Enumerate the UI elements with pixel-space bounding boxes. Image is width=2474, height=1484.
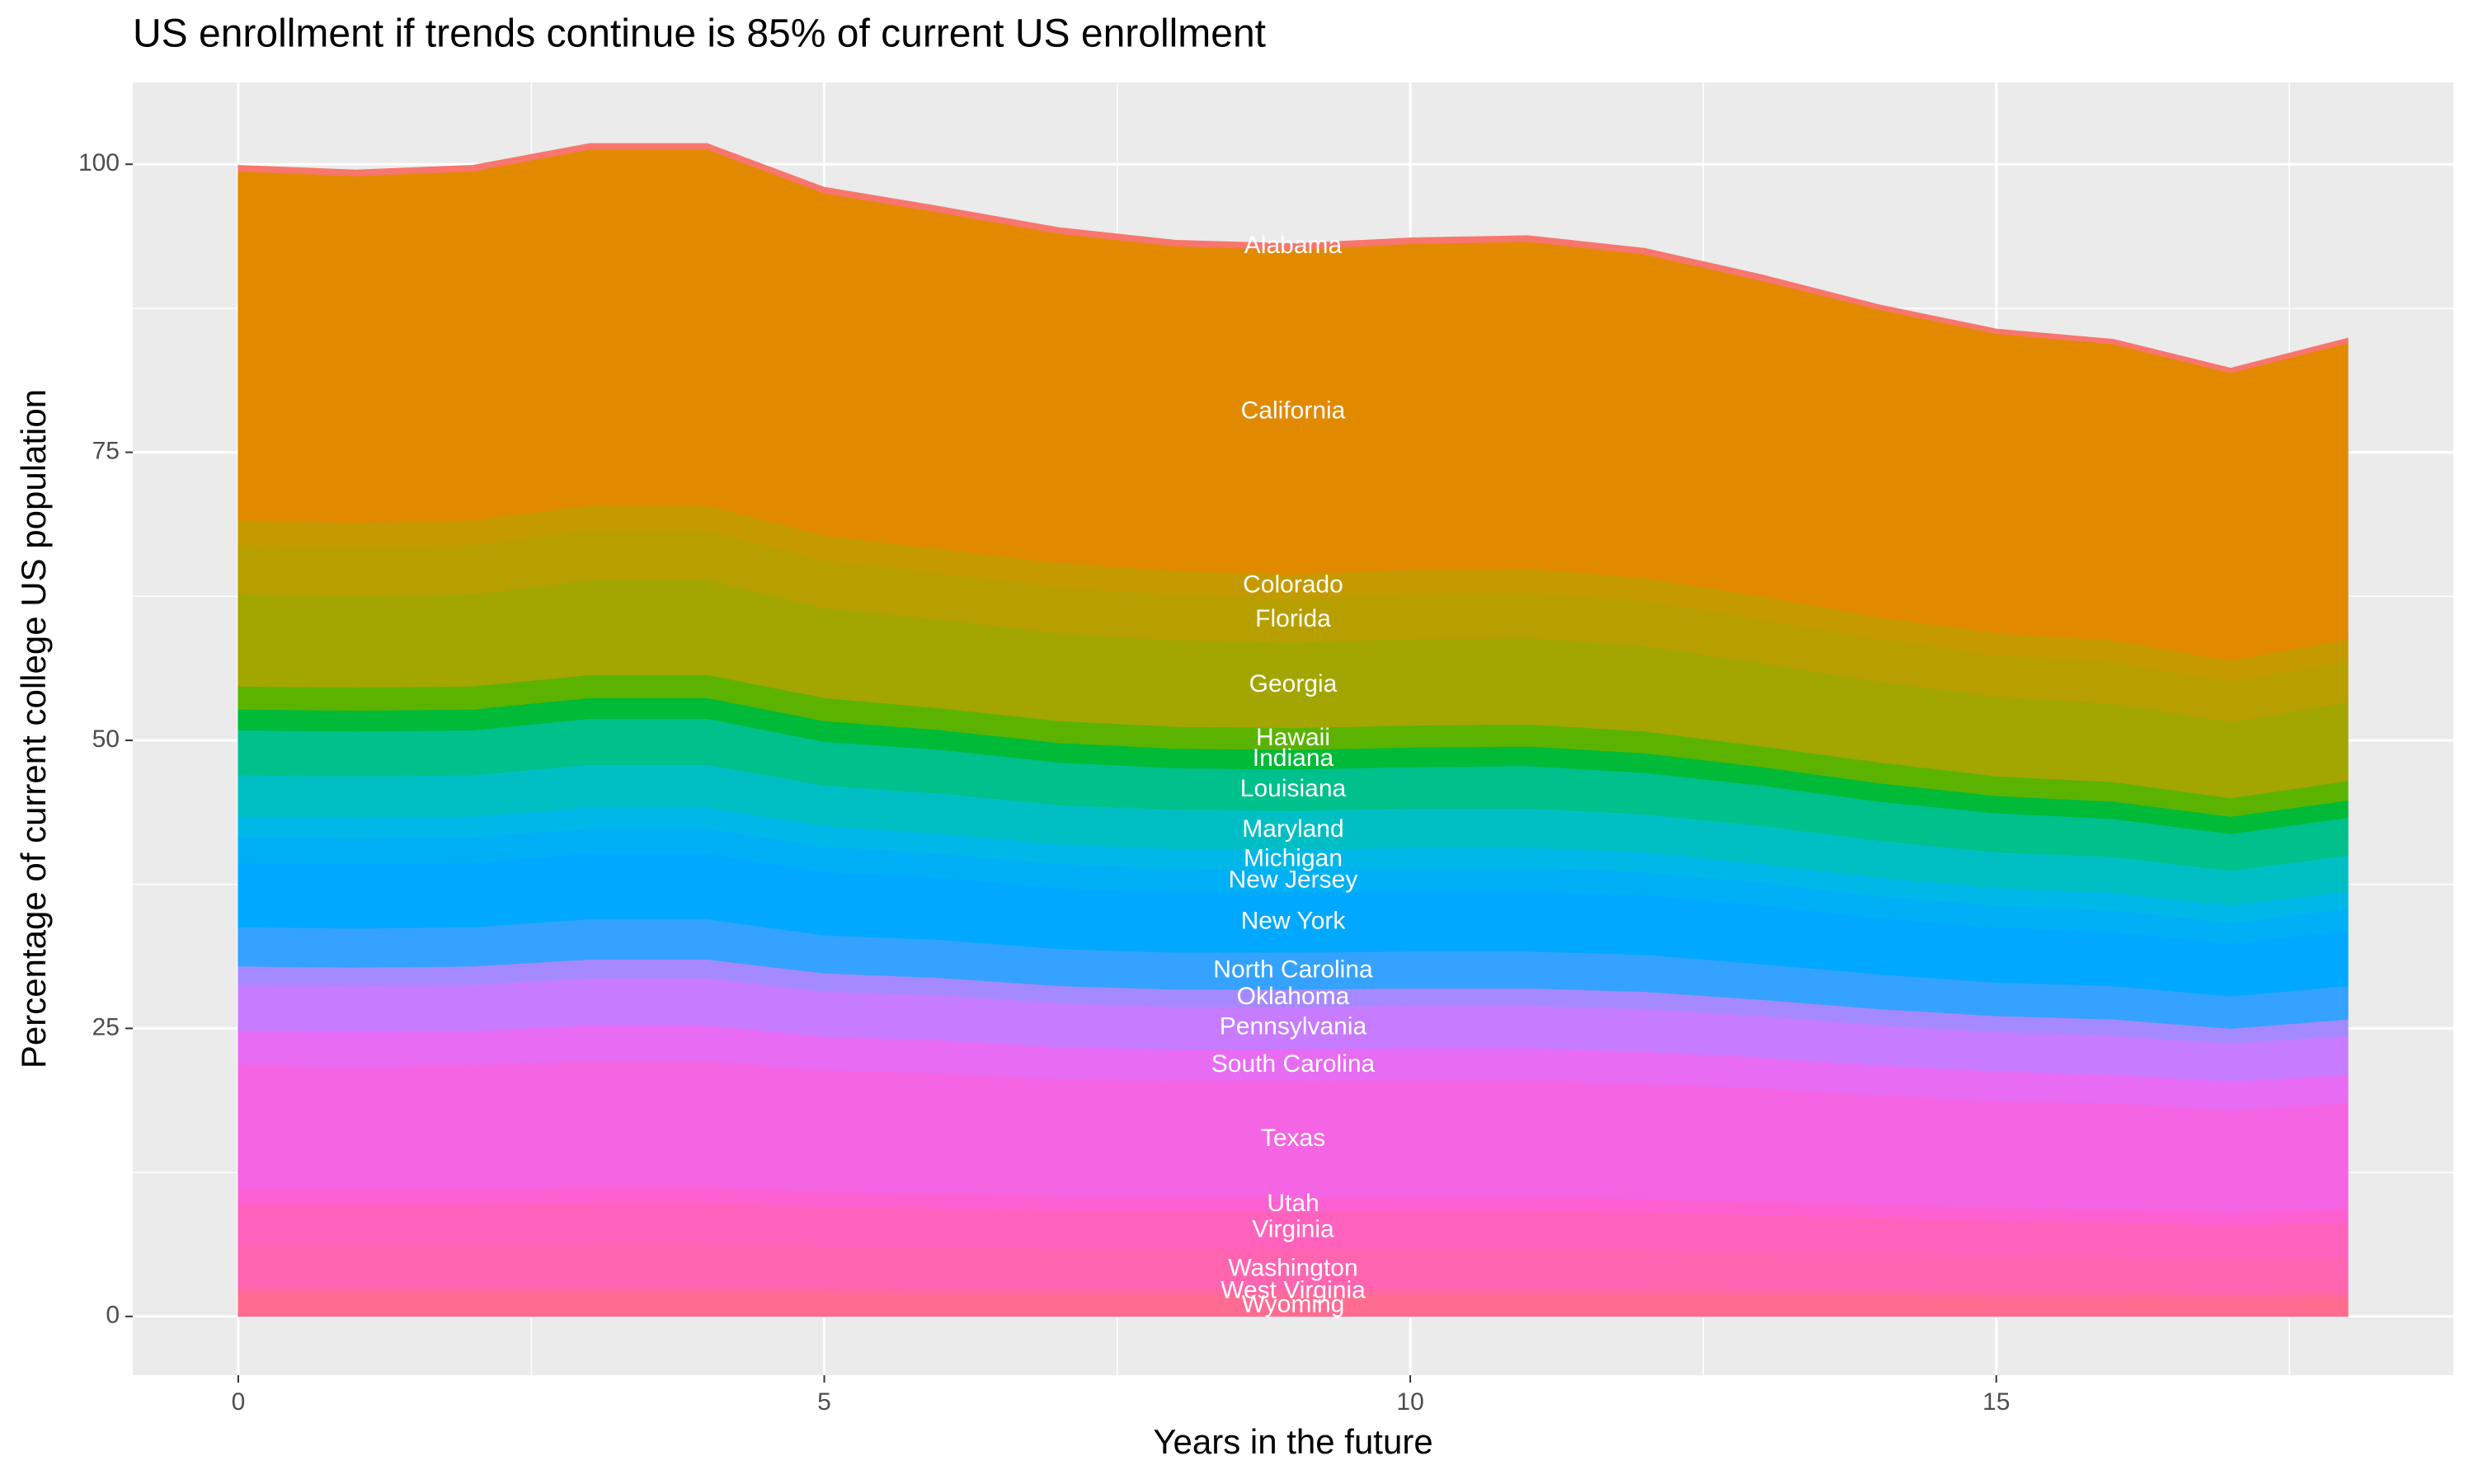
x-axis-title: Years in the future — [1153, 1422, 1432, 1461]
area-label: Maryland — [1242, 815, 1343, 843]
areas — [238, 143, 2349, 1317]
area-label: South Carolina — [1211, 1050, 1376, 1078]
area-label: Wyoming — [1242, 1290, 1345, 1317]
area-label: Virginia — [1252, 1216, 1334, 1243]
area-label: Texas — [1261, 1125, 1325, 1152]
area-label: Oklahoma — [1237, 983, 1350, 1010]
y-tick-label: 50 — [92, 726, 120, 753]
y-axis-title: Percentage of current college US populat… — [14, 389, 53, 1068]
y-tick-label: 0 — [106, 1302, 120, 1329]
area-label: Pennsylvania — [1220, 1013, 1367, 1040]
area-label: Hawaii — [1256, 724, 1330, 751]
area-label: Michigan — [1244, 845, 1343, 872]
area-label: Colorado — [1243, 571, 1343, 599]
area-label: Washington — [1228, 1254, 1357, 1281]
x-tick-label: 15 — [1982, 1388, 2010, 1416]
area-label: West Virginia — [1221, 1277, 1366, 1304]
area-label: Indiana — [1253, 744, 1334, 772]
y-tick-label: 100 — [78, 149, 120, 176]
chart-title: US enrollment if trends continue is 85% … — [133, 12, 1266, 56]
area-label: Alabama — [1244, 232, 1343, 259]
area-label: New Jersey — [1229, 866, 1358, 893]
area — [238, 143, 2349, 373]
x-tick-label: 5 — [817, 1388, 831, 1416]
area-label: New York — [1241, 908, 1347, 935]
axes: 0 25 50 75 100 0 5 10 15 — [78, 149, 2010, 1416]
area-label: Utah — [1267, 1190, 1319, 1217]
x-tick-label: 0 — [232, 1388, 246, 1416]
area-label: California — [1241, 397, 1346, 425]
x-tick-label: 10 — [1396, 1388, 1423, 1416]
area-label: North Carolina — [1213, 956, 1373, 983]
area-label: Louisiana — [1240, 775, 1347, 802]
area-label: Georgia — [1249, 670, 1338, 697]
y-tick-label: 25 — [92, 1013, 120, 1040]
area-label: Florida — [1255, 605, 1331, 632]
y-tick-label: 75 — [92, 438, 120, 465]
